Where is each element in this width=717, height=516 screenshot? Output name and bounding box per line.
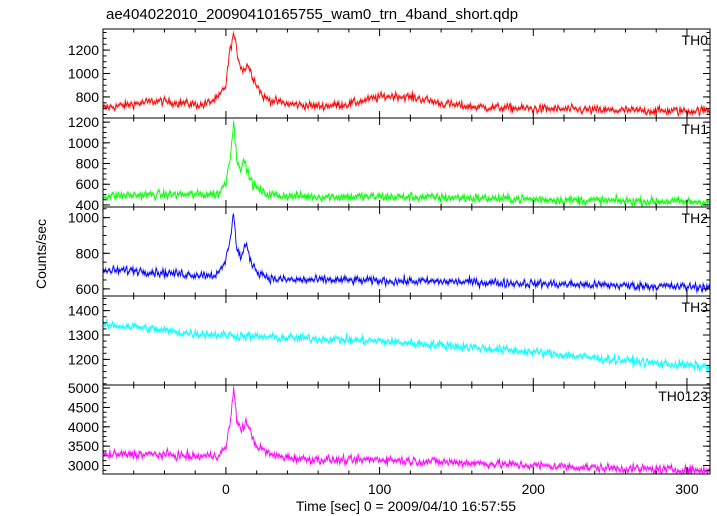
- series-errorbars-th3: [103, 317, 710, 374]
- panel-th3: 1200 1300 1400 TH3: [68, 295, 711, 386]
- series-line-th3: [103, 319, 710, 372]
- y-axis-label: Counts/sec: [33, 219, 49, 289]
- y-tick-label: 600: [76, 281, 100, 297]
- y-tick-label: 1000: [68, 210, 99, 226]
- y-tick-label: 5000: [68, 380, 99, 396]
- x-tick-label: 200: [522, 481, 546, 497]
- y-tick-label: 3000: [68, 457, 99, 473]
- panel-th1: 400 600 800 1000 1200 TH1: [68, 114, 711, 213]
- x-axis-label: Time [sec] 0 = 2009/04/10 16:57:55: [296, 498, 516, 514]
- y-tick-label: 1300: [68, 327, 99, 343]
- panel-label-th2: TH2: [682, 210, 709, 226]
- y-tick-label: 800: [76, 245, 100, 261]
- y-tick-label: 4500: [68, 399, 99, 415]
- series-line-th1: [103, 120, 710, 207]
- y-tick-label: 1000: [68, 66, 99, 82]
- x-tick-label: 300: [675, 481, 699, 497]
- panel-label-th0123: TH0123: [658, 388, 708, 404]
- y-tick-label: 800: [76, 156, 100, 172]
- panel-label-th1: TH1: [682, 121, 709, 137]
- panel-frame: [102, 384, 711, 475]
- series-line-th0: [103, 32, 710, 117]
- series-line-th0123: [103, 387, 710, 474]
- panel-th2: 600 800 1000 TH2: [68, 206, 711, 297]
- panel-th0: 800 1000 1200 TH0: [68, 28, 711, 119]
- panel-label-th3: TH3: [682, 299, 709, 315]
- y-tick-label: 600: [76, 176, 100, 192]
- panel-frame: [102, 117, 711, 208]
- y-tick-label: 1200: [68, 42, 99, 58]
- y-tick-label: 3500: [68, 438, 99, 454]
- panel-frame: [102, 295, 711, 386]
- x-tick-label: 0: [222, 481, 230, 497]
- series-line-th2: [103, 214, 710, 293]
- y-tick-label: 1400: [68, 303, 99, 319]
- y-tick-label: 4000: [68, 419, 99, 435]
- series-errorbars-th0123: [103, 385, 710, 474]
- y-tick-label: 1200: [68, 351, 99, 367]
- panel-th0123: 3000 3500 4000 4500 5000 TH0123: [68, 380, 711, 475]
- x-tick-label: 100: [368, 481, 392, 497]
- y-tick-label: 1200: [68, 114, 99, 130]
- y-tick-label: 800: [76, 89, 100, 105]
- panel-label-th0: TH0: [682, 32, 709, 48]
- y-tick-label: 400: [76, 197, 100, 213]
- chart-title: ae404022010_20090410165755_wam0_trn_4ban…: [106, 6, 518, 23]
- y-tick-label: 1000: [68, 135, 99, 151]
